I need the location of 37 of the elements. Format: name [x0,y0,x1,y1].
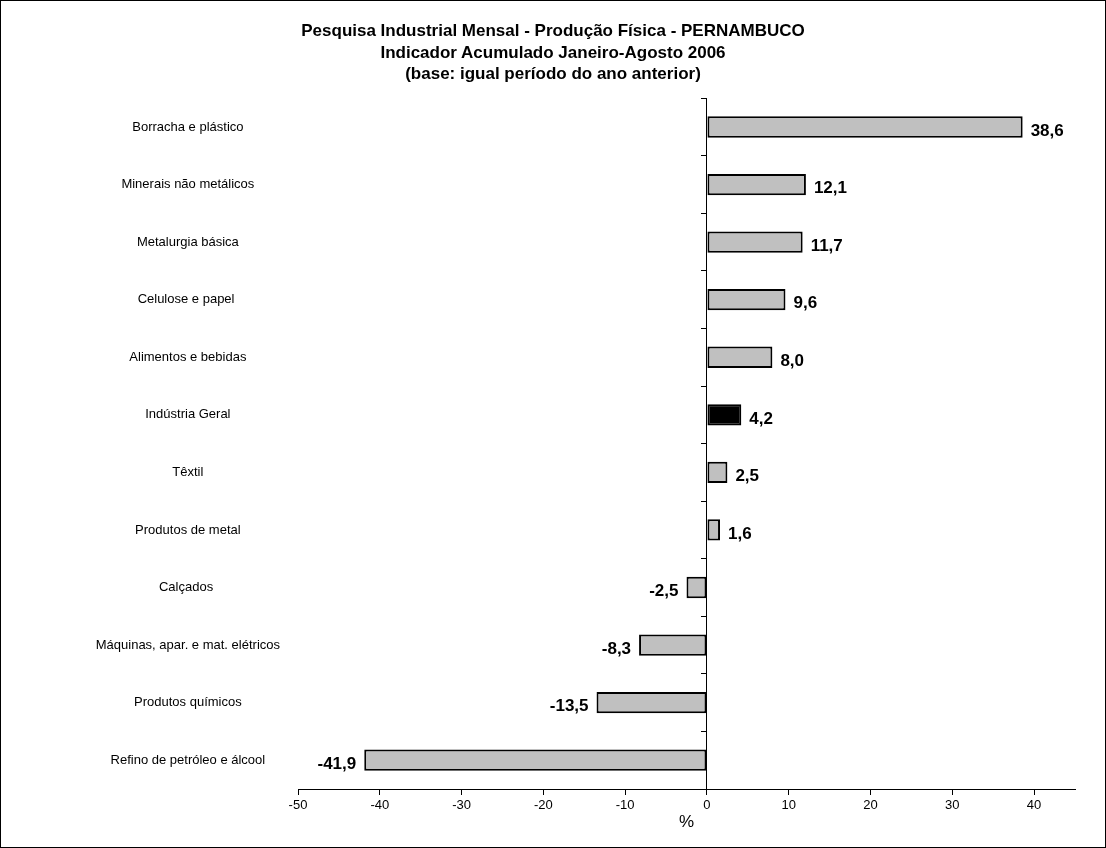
data-label: -8,3 [601,638,632,658]
x-axis-title: % [678,812,695,832]
y-tick-label: Indústria Geral [145,406,231,422]
y-tick-label: Calçados [158,579,217,595]
data-label: -41,9 [317,753,357,773]
y-tick-label: Borracha e plástico [132,118,244,134]
y-tick-label: Metalurgia básica [136,233,240,249]
data-label: -13,5 [549,696,589,716]
data-label: 11,7 [810,235,843,255]
x-tick-label: -50 [288,797,308,813]
y-tick-label: Produtos de metal [135,521,241,537]
x-tick-label: 20 [863,797,878,813]
data-label: 12,1 [813,178,848,198]
y-tick-label: Celulose e papel [137,291,239,307]
chart-subtitle: Indicador Acumulado Janeiro-Agosto 2006 (base: igual período do ano anterior) [380,43,726,83]
x-tick-label: -20 [533,797,553,813]
data-label: -2,5 [649,581,679,601]
data-label: 4,2 [749,408,773,428]
data-label: 9,6 [793,293,818,313]
chart-title: Pesquisa Industrial Mensal - Produção Física - PERNAMBUCO [301,20,805,40]
y-tick-label: Produtos químicos [134,694,243,710]
x-tick-label: 40 [1026,797,1042,813]
data-label: 38,6 [1030,120,1064,140]
x-tick-label: -10 [615,797,635,813]
y-tick-label: Minerais não metálicos [121,176,255,192]
data-label: 8,0 [780,350,805,370]
y-tick-label: Máquinas, apar. e mat. elétricos [95,636,281,652]
x-tick-label: 0 [703,797,711,813]
data-label: 2,5 [735,466,760,486]
x-tick-label: 30 [945,797,960,813]
y-tick-label: Refino de petróleo e álcool [110,751,266,767]
y-tick-label: Têxtil [172,463,204,479]
data-label: 1,6 [728,523,752,543]
x-tick-label: -30 [452,797,471,813]
x-tick-label: 10 [781,797,796,813]
y-tick-label: Alimentos e bebidas [129,348,247,364]
x-tick-label: -40 [370,797,390,813]
